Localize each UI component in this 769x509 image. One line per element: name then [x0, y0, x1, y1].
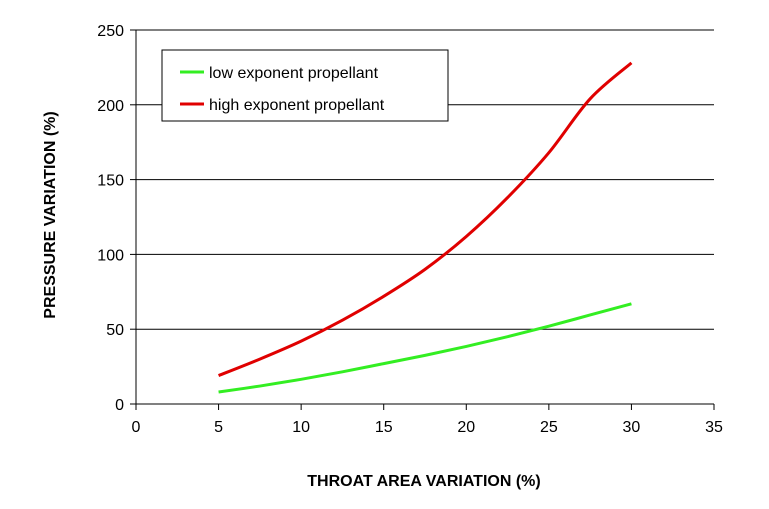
x-tick-label-0: 0 — [132, 419, 141, 436]
series-lines — [218, 61, 633, 394]
y-tick-label-150: 150 — [97, 173, 124, 190]
legend: low exponent propellant high exponent pr… — [161, 49, 449, 122]
x-tick-label-25: 25 — [540, 419, 558, 436]
series-line-low-exponent — [218, 302, 632, 394]
y-tick-label-250: 250 — [97, 23, 124, 40]
y-axis-title: PRESSURE VARIATION (%) — [42, 111, 59, 318]
y-tick-label-200: 200 — [97, 98, 124, 115]
x-tick-label-30: 30 — [623, 419, 641, 436]
x-tick-label-5: 5 — [214, 419, 223, 436]
x-tick-label-20: 20 — [457, 419, 475, 436]
x-tick-label-15: 15 — [375, 419, 393, 436]
y-tick-label-50: 50 — [106, 322, 124, 339]
axes: 0 50 100 150 200 250 0 5 10 15 20 25 30 35 — [97, 23, 723, 436]
legend-label-low-exponent: low exponent propellant — [209, 65, 379, 82]
y-tick-label-0: 0 — [115, 397, 124, 414]
x-tick-label-10: 10 — [292, 419, 310, 436]
x-tick-label-35: 35 — [705, 419, 723, 436]
y-tick-label-100: 100 — [97, 247, 124, 264]
series-line-high-exponent — [218, 61, 633, 377]
legend-box — [161, 49, 449, 122]
x-axis-title: THROAT AREA VARIATION (%) — [307, 473, 540, 490]
legend-label-high-exponent: high exponent propellant — [209, 97, 385, 114]
